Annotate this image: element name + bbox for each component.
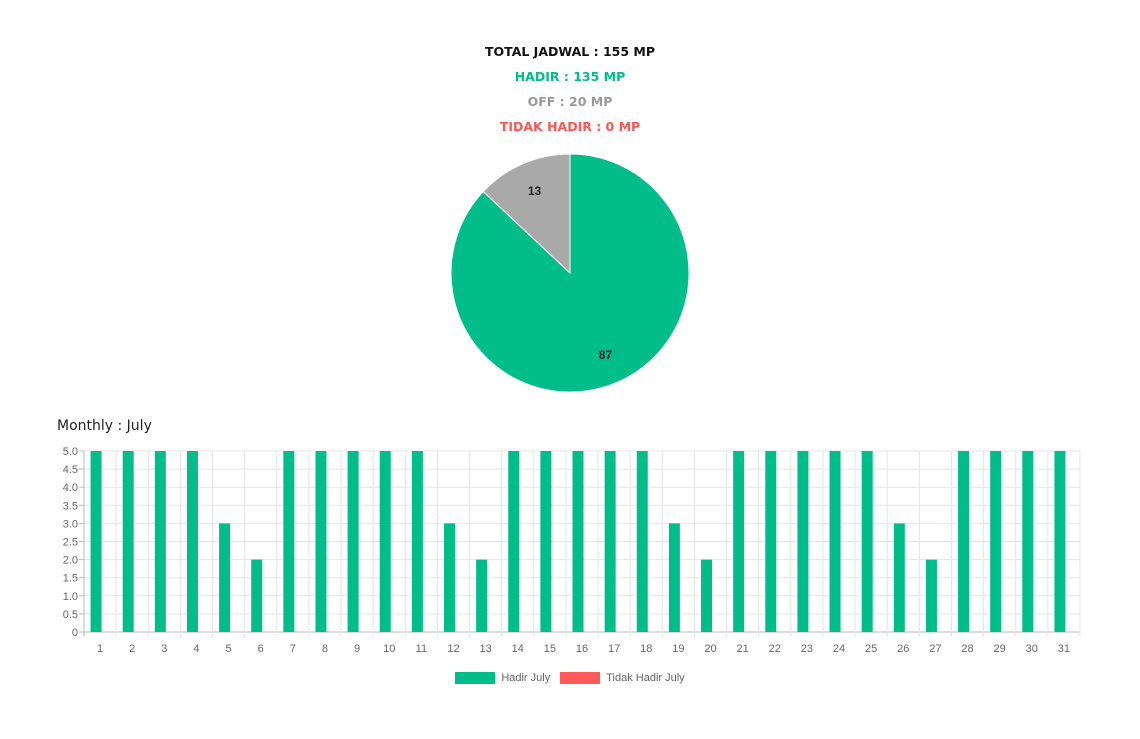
x-tick-label: 21 <box>737 643 749 655</box>
bar-hadir-24[interactable] <box>829 451 841 632</box>
bar-hadir-20[interactable] <box>701 559 713 632</box>
bar-hadir-31[interactable] <box>1054 451 1066 632</box>
present-count-label: HADIR : 135 MP <box>514 69 626 84</box>
bar-hadir-7[interactable] <box>283 451 295 632</box>
x-tick-label: 16 <box>576 643 588 655</box>
bar-hadir-1[interactable] <box>90 451 102 632</box>
x-tick-label: 2 <box>129 643 135 655</box>
bar-hadir-28[interactable] <box>958 451 970 632</box>
bar-hadir-21[interactable] <box>733 451 745 632</box>
x-tick-label: 6 <box>258 643 264 655</box>
bar-hadir-2[interactable] <box>122 451 134 632</box>
x-tick-label: 4 <box>193 643 199 655</box>
x-tick-label: 25 <box>865 643 877 655</box>
x-tick-label: 31 <box>1058 643 1070 655</box>
x-tick-label: 17 <box>608 643 620 655</box>
x-tick-label: 5 <box>226 643 232 655</box>
y-tick-label: 0 <box>72 627 78 639</box>
x-tick-label: 26 <box>897 643 909 655</box>
bar-hadir-30[interactable] <box>1022 451 1034 632</box>
x-tick-label: 23 <box>801 643 813 655</box>
x-tick-label: 10 <box>383 643 395 655</box>
y-tick-label: 3.0 <box>63 518 78 530</box>
x-tick-label: 22 <box>769 643 781 655</box>
legend-swatch-hadir <box>455 672 496 684</box>
bar-hadir-9[interactable] <box>347 451 359 632</box>
bar-hadir-8[interactable] <box>315 451 327 632</box>
bar-chart-legend: Hadir July Tidak Hadir July <box>0 672 1140 684</box>
y-tick-label: 5.0 <box>63 446 78 458</box>
x-tick-label: 30 <box>1026 643 1038 655</box>
legend-swatch-tidak-hadir <box>560 672 601 684</box>
bar-hadir-22[interactable] <box>765 451 777 632</box>
bar-hadir-25[interactable] <box>861 451 873 632</box>
bar-hadir-3[interactable] <box>154 451 166 632</box>
x-tick-label: 15 <box>544 643 556 655</box>
legend-label-tidak-hadir: Tidak Hadir July <box>606 672 685 684</box>
y-tick-label: 2.0 <box>63 555 78 567</box>
monthly-chart-title: Monthly : July <box>57 418 152 434</box>
monthly-bar-chart[interactable]: 00.51.01.52.02.53.03.54.04.55.01 2 3 4 5 6 7 8 9… <box>0 440 1140 670</box>
bar-hadir-14[interactable] <box>508 451 520 632</box>
x-tick-label: 12 <box>447 643 459 655</box>
bar-hadir-6[interactable] <box>251 559 263 632</box>
bar-hadir-17[interactable] <box>604 451 616 632</box>
pie-slice-1[interactable] <box>482 153 571 275</box>
x-tick-label: 24 <box>833 643 845 655</box>
x-tick-label: 8 <box>322 643 328 655</box>
total-schedule-label: TOTAL JADWAL : 155 MP <box>484 44 655 59</box>
bar-hadir-18[interactable] <box>636 451 648 632</box>
y-tick-label: 4.0 <box>63 482 78 494</box>
bar-hadir-15[interactable] <box>540 451 552 632</box>
x-tick-label: 14 <box>512 643 524 655</box>
bar-hadir-13[interactable] <box>476 559 488 632</box>
bar-hadir-26[interactable] <box>893 523 905 632</box>
legend-item-tidak-hadir[interactable]: Tidak Hadir July <box>560 672 685 684</box>
pie-slice-label-1: 13 <box>528 184 542 198</box>
y-tick-label: 2.5 <box>63 537 78 549</box>
x-tick-label: 1 <box>97 643 103 655</box>
x-tick-label: 19 <box>672 643 684 655</box>
pie-slice-0[interactable] <box>450 153 690 393</box>
bar-hadir-11[interactable] <box>411 451 423 632</box>
bar-hadir-12[interactable] <box>443 523 455 632</box>
bar-hadir-10[interactable] <box>379 451 391 632</box>
x-tick-label: 28 <box>961 643 973 655</box>
x-tick-label: 13 <box>479 643 491 655</box>
x-tick-label: 3 <box>161 643 167 655</box>
pie-slice-label-0: 87 <box>599 348 613 362</box>
y-tick-label: 1.0 <box>63 591 78 603</box>
x-tick-label: 27 <box>929 643 941 655</box>
y-tick-label: 4.5 <box>63 464 78 476</box>
bar-hadir-23[interactable] <box>797 451 809 632</box>
attendance-pie-chart[interactable]: 87 13 <box>440 145 700 405</box>
legend-item-hadir[interactable]: Hadir July <box>455 672 550 684</box>
x-tick-label: 29 <box>994 643 1006 655</box>
x-tick-label: 20 <box>704 643 716 655</box>
x-tick-label: 18 <box>640 643 652 655</box>
bar-hadir-4[interactable] <box>186 451 198 632</box>
bar-hadir-29[interactable] <box>990 451 1002 632</box>
bar-hadir-19[interactable] <box>668 523 680 632</box>
off-count-label: OFF : 20 MP <box>527 94 613 109</box>
legend-label-hadir: Hadir July <box>501 672 551 684</box>
absent-count-label: TIDAK HADIR : 0 MP <box>499 119 641 134</box>
y-tick-label: 1.5 <box>63 573 78 585</box>
bar-hadir-5[interactable] <box>219 523 231 632</box>
x-tick-label: 9 <box>354 643 360 655</box>
x-tick-label: 11 <box>416 643 427 655</box>
bar-hadir-16[interactable] <box>572 451 584 632</box>
bar-hadir-27[interactable] <box>925 559 937 632</box>
y-tick-label: 3.5 <box>63 500 78 512</box>
x-tick-label: 7 <box>290 643 296 655</box>
y-tick-label: 0.5 <box>63 609 78 621</box>
